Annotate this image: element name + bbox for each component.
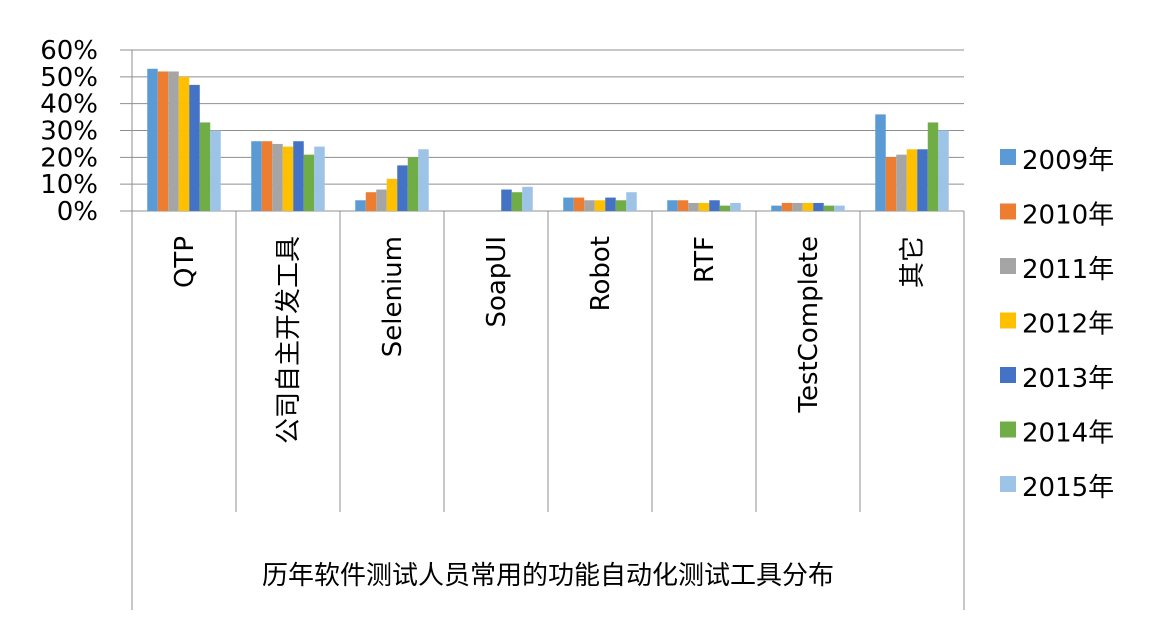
gridlines: [120, 49, 964, 212]
category-label: Selenium: [378, 236, 408, 357]
bar: [272, 143, 283, 211]
bar: [157, 71, 169, 211]
legend-label: 2012年: [1022, 310, 1114, 340]
y-tick-label: 10%: [40, 170, 98, 200]
legend-swatch: [1000, 421, 1016, 438]
bar: [730, 202, 741, 211]
bar: [407, 157, 419, 211]
category-label: RTF: [690, 236, 720, 283]
legend: 2009年 2010年 2011年 2012年 2013年 2014年 2015年: [1000, 146, 1114, 503]
category-label: QTP: [170, 236, 200, 288]
bar: [719, 205, 731, 211]
legend-label: 2010年: [1022, 201, 1114, 231]
legend-swatch: [1000, 149, 1016, 165]
category-label: SoapUI: [482, 236, 512, 328]
category-label: TestComplete: [794, 236, 824, 414]
bar: [771, 205, 782, 211]
y-tick-label: 50%: [40, 63, 98, 93]
axes: [131, 50, 965, 610]
legend-swatch: [1000, 203, 1016, 220]
bar: [168, 71, 179, 211]
y-tick-label: 20%: [40, 143, 98, 173]
legend-label: 2009年: [1022, 146, 1114, 176]
y-tick-label: 60%: [40, 36, 98, 66]
bar: [584, 200, 595, 211]
legend-swatch: [1000, 312, 1016, 329]
bar: [251, 141, 262, 211]
bar: [511, 192, 523, 211]
y-tick-label: 40%: [40, 90, 98, 120]
bar: [605, 197, 616, 211]
legend-swatch: [1000, 258, 1016, 274]
bar: [792, 202, 803, 211]
bar: [938, 130, 949, 211]
legend-label: 2013年: [1022, 364, 1114, 394]
legend-label: 2011年: [1022, 255, 1114, 285]
bar: [896, 154, 907, 211]
bars: [147, 68, 949, 212]
category-label: Robot: [586, 236, 616, 311]
bar: [875, 114, 886, 211]
bar: [813, 202, 824, 211]
bar: [781, 202, 793, 211]
bar: [261, 141, 273, 211]
legend-swatch: [1000, 476, 1016, 492]
bar: [282, 146, 294, 211]
bar: [303, 154, 315, 211]
bar: [522, 186, 533, 211]
y-tick-label: 0%: [57, 197, 98, 227]
bar: [178, 76, 190, 211]
bar: [147, 68, 158, 212]
y-tick-labels: 0%10%20%30%40%50%60%: [40, 36, 98, 227]
bar: [677, 200, 689, 211]
bar: [418, 149, 429, 211]
bar: [210, 130, 221, 211]
bar: [563, 197, 574, 211]
bar: [376, 189, 387, 211]
bar: [698, 202, 710, 211]
legend-swatch: [1000, 367, 1016, 383]
bar: [802, 202, 814, 211]
bar: [386, 178, 398, 211]
bar: [594, 200, 606, 211]
bar: [834, 205, 845, 211]
category-label: 其它: [898, 236, 928, 288]
bar: [365, 192, 377, 211]
category-labels: QTP 公司自主开发工具 Selenium SoapUI Robot RTF TestCom…: [170, 236, 928, 444]
bar: [573, 197, 585, 211]
bar: [667, 200, 678, 211]
bar: [397, 165, 408, 211]
bar: [688, 202, 699, 211]
bar: [626, 192, 637, 211]
bar: [189, 84, 200, 211]
bar: [501, 189, 512, 211]
x-axis-title: 历年软件测试人员常用的功能自动化测试工具分布: [262, 561, 834, 591]
bar: [199, 122, 211, 211]
bar: [709, 200, 720, 211]
bar: [885, 157, 897, 211]
category-label: 公司自主开发工具: [274, 236, 304, 444]
bar: [917, 149, 928, 211]
bar: [906, 149, 918, 211]
legend-label: 2015年: [1022, 473, 1114, 503]
y-tick-label: 30%: [40, 117, 98, 147]
bar: [615, 200, 627, 211]
bar: [823, 205, 835, 211]
legend-label: 2014年: [1022, 419, 1114, 449]
bar: [314, 146, 325, 211]
bar: [293, 141, 304, 211]
bar: [927, 122, 939, 211]
bar: [355, 200, 366, 211]
